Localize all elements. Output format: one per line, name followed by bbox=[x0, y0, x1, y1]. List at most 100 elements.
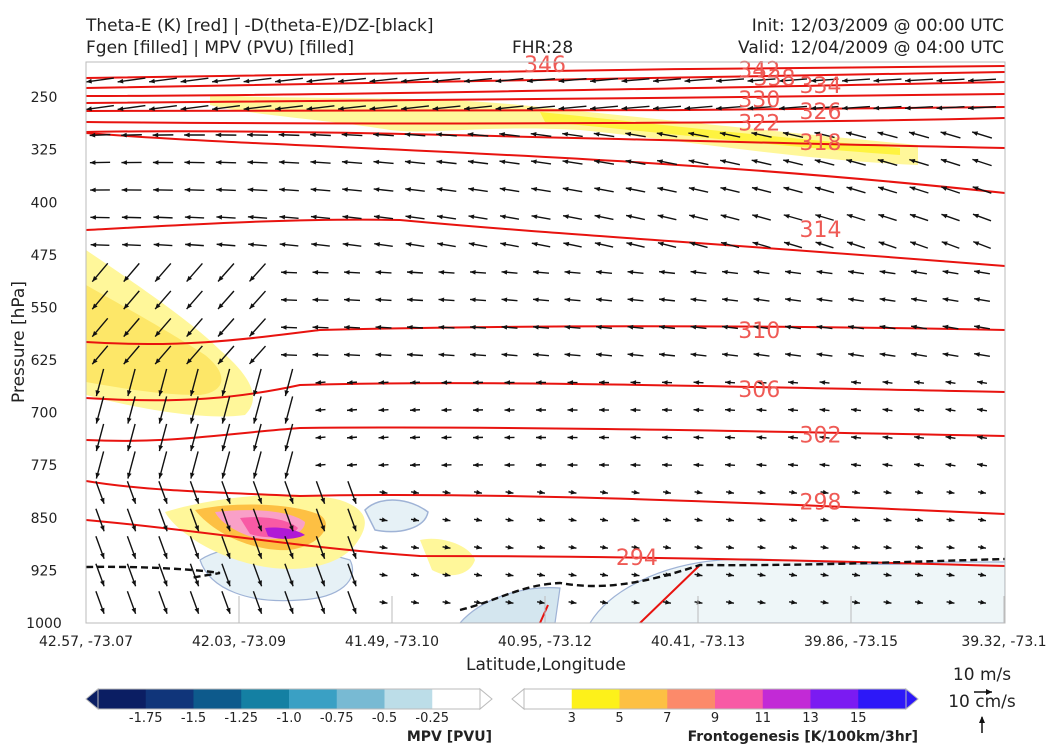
fgen-colorbar-label: Frontogenesis [K/100km/3hr] bbox=[688, 729, 918, 745]
wind-vector-head bbox=[753, 269, 760, 275]
wind-vector-head bbox=[972, 131, 979, 136]
wind-vector-head bbox=[819, 407, 826, 413]
x-tick-label: 40.95, -73.12 bbox=[498, 634, 592, 650]
wind-vector-head bbox=[626, 214, 633, 219]
wind-vector-head bbox=[627, 324, 634, 330]
wind-vector-head bbox=[909, 158, 916, 164]
x-tick-label: 42.03, -73.09 bbox=[192, 634, 286, 650]
wind-vector-head bbox=[878, 186, 885, 191]
wind-vector-head bbox=[665, 517, 671, 523]
colorbar-swatch bbox=[384, 689, 433, 709]
wind-vector-head bbox=[879, 324, 886, 330]
wind-vector-head bbox=[226, 552, 231, 559]
theta-e-label-330: 330 bbox=[738, 88, 780, 113]
wind-vector-head bbox=[656, 131, 663, 137]
colorbar-swatch bbox=[289, 689, 338, 709]
colorbar-tick-label: 15 bbox=[850, 711, 867, 726]
fgen-colorbar: 3 5 7 9 11 13 15 bbox=[511, 687, 919, 726]
wind-vector-head bbox=[289, 552, 294, 559]
wind-vector-head bbox=[570, 599, 577, 605]
wind-vector-head bbox=[720, 214, 727, 219]
wind-vector-head bbox=[854, 544, 860, 550]
wind-vector-head bbox=[352, 525, 357, 532]
wind-vector-head bbox=[153, 242, 160, 248]
wind-vector-head bbox=[190, 472, 195, 479]
wind-vector-head bbox=[854, 489, 860, 495]
colorbar-tick-label: 5 bbox=[615, 711, 623, 726]
theta-e-label-294: 294 bbox=[616, 546, 658, 571]
wind-vector-head bbox=[945, 407, 952, 413]
wind-vector-head bbox=[190, 445, 195, 452]
wind-vector-head bbox=[468, 242, 475, 247]
wind-vector-head bbox=[848, 297, 854, 302]
wind-vector-head bbox=[593, 131, 600, 137]
wind-vector-head bbox=[347, 462, 353, 468]
wind-vector-head bbox=[122, 242, 128, 248]
wind-vector-head bbox=[980, 599, 986, 605]
wind-vector-head bbox=[974, 324, 980, 330]
fgen-low-purple bbox=[265, 527, 305, 539]
wind-vector-head bbox=[909, 213, 916, 219]
wind-vector-head bbox=[570, 489, 577, 495]
colorbar-swatch bbox=[667, 689, 716, 709]
wind-vector-head bbox=[438, 269, 445, 275]
wind-vector-head bbox=[602, 517, 608, 523]
wind-vector-head bbox=[728, 517, 734, 523]
theta-e-314 bbox=[86, 218, 1005, 267]
wind-vector-head bbox=[845, 131, 852, 137]
wind-vector-head bbox=[381, 544, 388, 550]
wind-vector-head bbox=[788, 435, 794, 440]
wind-vector-head bbox=[783, 214, 790, 219]
wind-vector-head bbox=[599, 380, 605, 385]
colorbar-swatch bbox=[810, 689, 859, 709]
wind-vector-head bbox=[467, 159, 474, 165]
wind-vector-head bbox=[873, 105, 880, 111]
wind-vector-head bbox=[690, 297, 697, 303]
wind-vector-head bbox=[816, 297, 823, 302]
wind-vector-head bbox=[347, 435, 353, 440]
wind-vector-head bbox=[131, 580, 136, 587]
wind-vector-head bbox=[473, 407, 479, 413]
y-tick-label-550: 550 bbox=[31, 300, 58, 316]
wind-vector-head bbox=[783, 159, 790, 164]
wind-vector-head bbox=[289, 497, 294, 504]
wind-vector-head bbox=[441, 462, 448, 468]
wind-vector-head bbox=[974, 269, 980, 275]
wind-vector-head bbox=[344, 352, 350, 358]
wind-vector-head bbox=[123, 303, 130, 310]
colorbar-tick-label: -1.75 bbox=[129, 711, 163, 726]
wind-key-horizontal-arrowhead bbox=[986, 689, 992, 695]
theta-e-label-318: 318 bbox=[799, 131, 841, 156]
wind-vector-head bbox=[212, 106, 218, 111]
wind-vector-head bbox=[500, 214, 506, 220]
wind-vector-head bbox=[917, 599, 923, 605]
wind-vector-head bbox=[814, 159, 821, 164]
wind-vector-head bbox=[941, 213, 948, 219]
wind-vector-head bbox=[315, 380, 322, 385]
wind-vector-head bbox=[347, 407, 353, 413]
wind-vector-head bbox=[854, 517, 860, 523]
wind-vector-head bbox=[725, 435, 731, 440]
wind-vector-head bbox=[756, 407, 763, 413]
wind-vector-head bbox=[95, 390, 101, 397]
theta-e-label-302: 302 bbox=[799, 423, 841, 448]
wind-vector-head bbox=[89, 160, 96, 165]
wind-vector-head bbox=[89, 132, 96, 138]
wind-vector-head bbox=[911, 352, 917, 357]
wind-vector-head bbox=[278, 132, 285, 138]
wind-vector-head bbox=[436, 132, 442, 137]
wind-vector-head bbox=[289, 525, 294, 532]
wind-vector-head bbox=[570, 517, 577, 523]
wind-vector-head bbox=[690, 324, 697, 330]
wind-vector-head bbox=[779, 105, 785, 111]
colorbar-swatch bbox=[145, 689, 194, 709]
wind-vector-head bbox=[725, 380, 731, 385]
wind-vector-head bbox=[539, 544, 545, 550]
wind-vector-head bbox=[530, 132, 537, 137]
colorbar-end-left bbox=[85, 687, 99, 711]
theta-e-label-306: 306 bbox=[738, 378, 780, 403]
wind-vector-head bbox=[155, 358, 161, 365]
wind-vector-head bbox=[476, 544, 482, 550]
wind-vector-head bbox=[785, 297, 791, 302]
wind-vector-head bbox=[917, 517, 923, 523]
